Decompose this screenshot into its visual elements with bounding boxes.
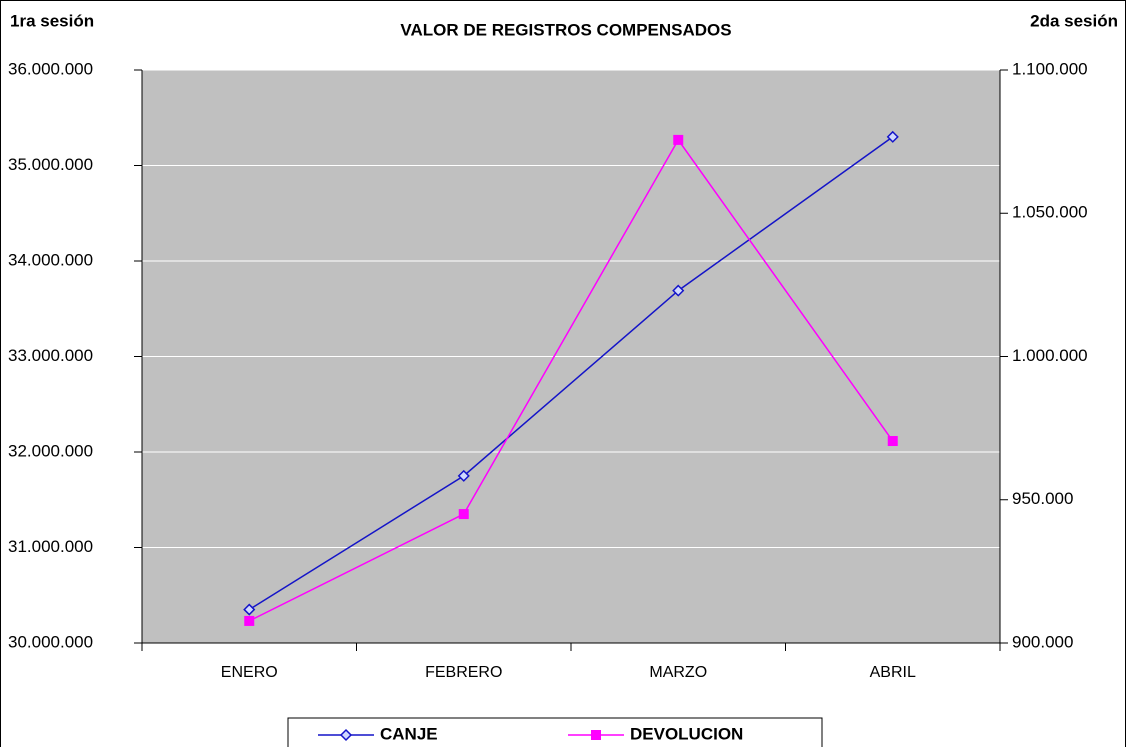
- y2-tick-label: 950.000: [1012, 489, 1073, 508]
- data-point: [458, 509, 469, 520]
- y2-tick-label: 1.000.000: [1012, 346, 1088, 365]
- y2-axis-title: 2da sesión: [1030, 11, 1118, 30]
- legend-box: [287, 717, 823, 747]
- y-tick-label: 32.000.000: [8, 441, 93, 460]
- legend-marker: [339, 728, 353, 742]
- y2-tick-label: 1.050.000: [1012, 203, 1088, 222]
- data-point: [673, 134, 684, 145]
- data-point: [887, 436, 898, 447]
- data-point: [672, 284, 685, 297]
- data-point: [886, 130, 899, 143]
- x-tick-label: ENERO: [221, 664, 278, 681]
- x-tick-label: FEBRERO: [425, 664, 502, 681]
- x-tick-label: ABRIL: [870, 664, 916, 681]
- series-line: [248, 138, 894, 622]
- data-point: [244, 615, 255, 626]
- series-line: [248, 136, 894, 611]
- legend-marker: [591, 730, 601, 740]
- y-tick-label: 34.000.000: [8, 250, 93, 269]
- y2-tick-label: 1.100.000: [1012, 59, 1088, 78]
- legend-label: DEVOLUCION: [630, 724, 743, 743]
- legend-label: CANJE: [380, 724, 438, 743]
- y2-tick-label: 900.000: [1012, 632, 1073, 651]
- chart-title: VALOR DE REGISTROS COMPENSADOS: [400, 20, 731, 39]
- y-axis-title: 1ra sesión: [10, 11, 94, 30]
- data-point: [243, 603, 256, 616]
- y-tick-label: 35.000.000: [8, 155, 93, 174]
- x-tick-label: MARZO: [649, 664, 707, 681]
- y-tick-label: 33.000.000: [8, 346, 93, 365]
- y-tick-label: 31.000.000: [8, 537, 93, 556]
- data-point: [457, 469, 470, 482]
- y-tick-label: 36.000.000: [8, 59, 93, 78]
- y-tick-label: 30.000.000: [8, 632, 93, 651]
